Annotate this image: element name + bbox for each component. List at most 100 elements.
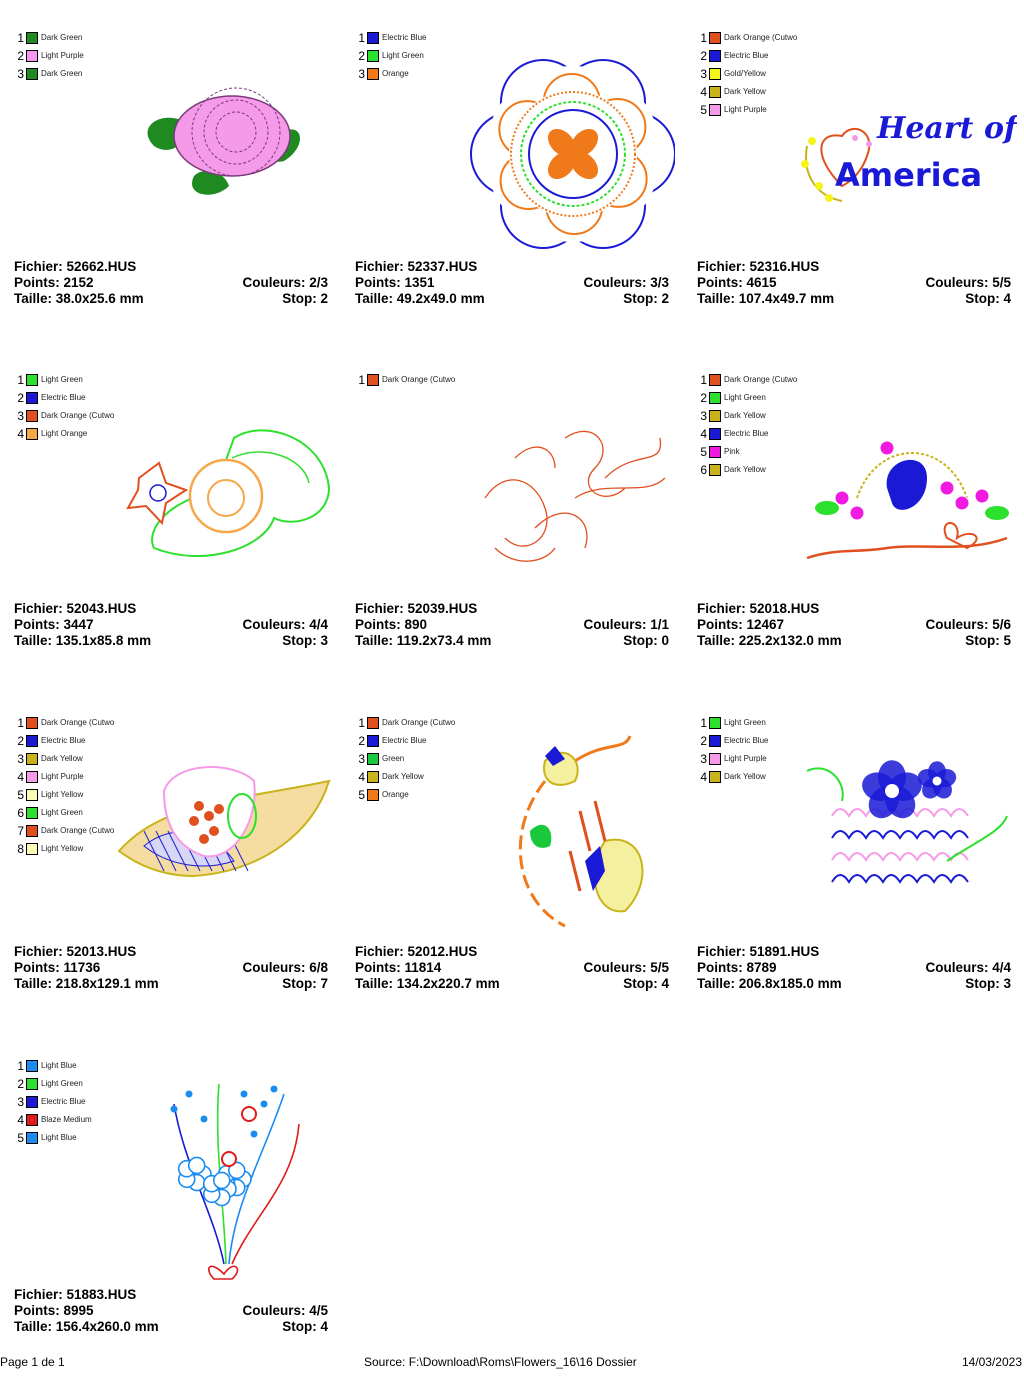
thread-row: 2 Electric Blue (697, 733, 807, 751)
thread-name: Orange (382, 790, 409, 799)
thread-row: 1 Dark Green (14, 30, 124, 48)
lattice-line (155, 830, 177, 872)
thread-color-list: 1 Electric Blue 2 Light Green 3 Orange (355, 30, 465, 84)
red-flower (189, 816, 199, 826)
file-name: Fichier: 52043.HUS (14, 601, 137, 616)
thread-name: Electric Blue (41, 736, 86, 745)
thread-color-swatch (26, 825, 38, 837)
wave-pattern (831, 874, 969, 884)
thread-color-swatch (367, 735, 379, 747)
thread-name: Green (382, 754, 405, 763)
thread-row: 4 Light Purple (14, 769, 124, 787)
arch (856, 452, 968, 499)
file-name: Fichier: 51883.HUS (14, 1287, 137, 1302)
embroidery-preview (806, 440, 1009, 560)
scroll-line (514, 446, 556, 469)
thread-number: 5 (17, 1131, 24, 1145)
thread-color-swatch (367, 753, 379, 765)
ring (520, 101, 626, 207)
heart-shape (820, 127, 871, 188)
thread-number: 1 (17, 373, 24, 387)
red-flower (221, 1151, 237, 1167)
thread-number: 5 (700, 445, 707, 459)
thread-row: 1 Electric Blue (355, 30, 465, 48)
center-petal (570, 151, 599, 180)
thread-color-swatch (709, 86, 721, 98)
thread-color-swatch (26, 50, 38, 62)
thread-row: 3 Dark Green (14, 66, 124, 84)
stitch-points: Points: 1351 (355, 275, 435, 290)
size-row: Taille: 134.2x220.7 mm Stop: 4 (355, 976, 669, 992)
vine (805, 145, 843, 202)
thread-number: 1 (358, 373, 365, 387)
color-count: Couleurs: 5/5 (583, 960, 669, 975)
thread-number: 5 (17, 788, 24, 802)
thread-number: 6 (700, 463, 707, 477)
center-flower (188, 458, 264, 534)
red-flower (204, 811, 214, 821)
thread-color-swatch (26, 1096, 38, 1108)
thread-color-swatch (367, 32, 379, 44)
thread-color-list: 1 Light Blue 2 Light Green 3 Electric Blue 4 Bl… (14, 1058, 124, 1148)
petal-line (215, 111, 257, 153)
thread-number: 1 (17, 1059, 24, 1073)
thread-row: 4 Dark Yellow (355, 769, 465, 787)
thread-row: 1 Dark Orange (Cutwo (697, 30, 807, 48)
thread-name: Orange (382, 69, 409, 78)
thread-number: 3 (358, 67, 365, 81)
thread-color-swatch (709, 410, 721, 422)
red-flower (199, 834, 209, 844)
design-card: 1 Dark Orange (Cutwo 2 Electric Blue 3 Green 4… (355, 711, 685, 1051)
thread-color-swatch (367, 771, 379, 783)
pink-flower (954, 495, 970, 511)
pink-flower (879, 440, 895, 456)
bow (208, 1265, 239, 1280)
source-path: Source: F:\Download\Roms\Flowers_16\16 D… (364, 1355, 637, 1369)
points-row: Points: 4615 Couleurs: 5/5 (697, 275, 1011, 291)
stop-count: Stop: 0 (623, 633, 669, 648)
thread-row: 1 Dark Orange (Cutwo (355, 715, 465, 733)
thread-name: Dark Orange (Cutwo (382, 375, 456, 384)
thread-color-swatch (26, 771, 38, 783)
flower-center (207, 479, 245, 517)
thread-row: 5 Light Blue (14, 1130, 124, 1148)
thread-number: 3 (700, 409, 707, 423)
red-stem (568, 850, 582, 892)
small-blue-flower (200, 1115, 208, 1123)
blue-flower (545, 746, 565, 766)
ribbon (806, 536, 1008, 560)
ring (528, 109, 618, 199)
side-flower (126, 461, 189, 526)
thread-name: Light Green (724, 393, 766, 402)
design-size: Taille: 38.0x25.6 mm (14, 291, 144, 306)
lattice-line (167, 830, 189, 872)
points-row: Points: 8995 Couleurs: 4/5 (14, 1303, 328, 1319)
thread-color-swatch (26, 1132, 38, 1144)
design-size: Taille: 206.8x185.0 mm (697, 976, 842, 991)
wave-pattern (831, 852, 969, 862)
file-name: Fichier: 52018.HUS (697, 601, 820, 616)
stitch-points: Points: 11814 (355, 960, 442, 975)
thread-number: 4 (700, 427, 707, 441)
thread-name: Dark Green (41, 33, 83, 42)
points-row: Points: 12467 Couleurs: 5/6 (697, 617, 1011, 633)
petal-line (191, 87, 281, 177)
thread-row: 1 Dark Orange (Cutwo (14, 715, 124, 733)
leaf-shape (227, 793, 257, 839)
thread-row: 3 Gold/Yellow (697, 66, 807, 84)
thread-color-swatch (26, 735, 38, 747)
thread-number: 1 (358, 716, 365, 730)
thread-number: 7 (17, 824, 24, 838)
thread-name: Light Green (41, 375, 83, 384)
design-size: Taille: 134.2x220.7 mm (355, 976, 500, 991)
thread-row: 4 Electric Blue (697, 426, 807, 444)
color-count: Couleurs: 2/3 (242, 275, 328, 290)
thread-color-swatch (709, 68, 721, 80)
design-size: Taille: 156.4x260.0 mm (14, 1319, 159, 1334)
thread-number: 3 (17, 1095, 24, 1109)
flower-dot (808, 137, 816, 145)
thread-name: Gold/Yellow (724, 69, 766, 78)
thread-color-swatch (26, 717, 38, 729)
thread-color-list: 1 Dark Orange (Cutwo (355, 372, 465, 390)
color-count: Couleurs: 4/4 (242, 617, 328, 632)
